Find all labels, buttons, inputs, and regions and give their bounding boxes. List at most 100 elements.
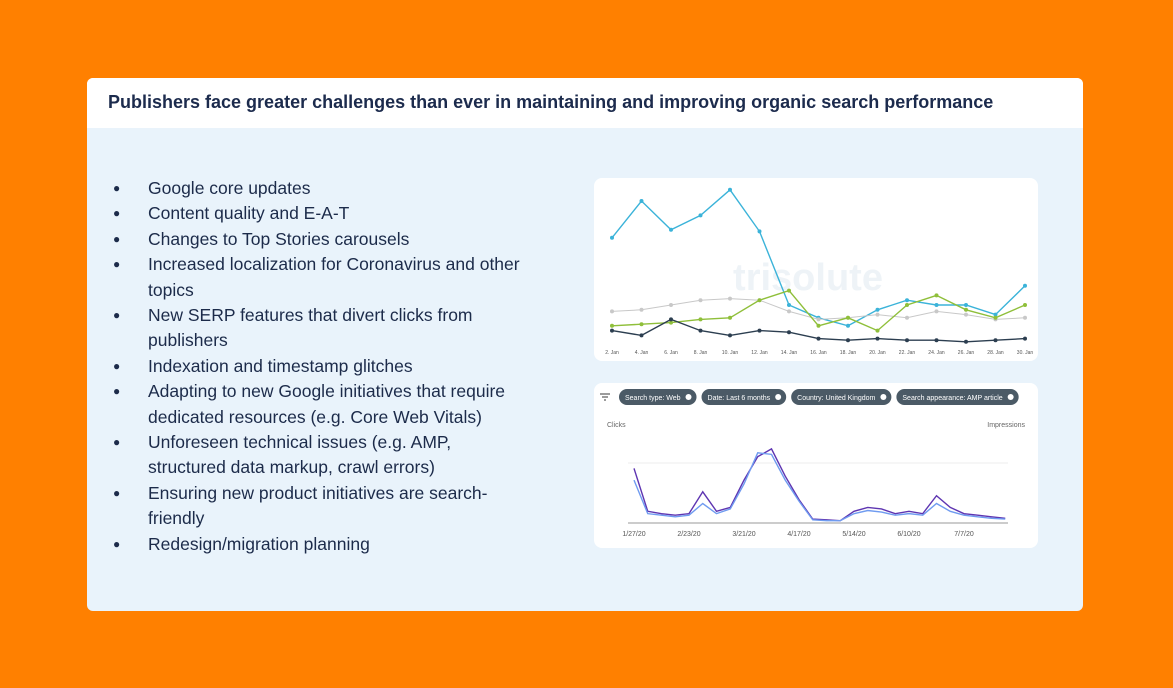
- chip-icon: [880, 394, 887, 400]
- data-point: [757, 298, 762, 303]
- data-point: [905, 303, 909, 307]
- data-point: [934, 293, 939, 298]
- data-point: [875, 312, 880, 317]
- chip-icon: [775, 394, 782, 400]
- data-point: [698, 298, 703, 303]
- data-point: [610, 328, 614, 333]
- data-point: [964, 307, 968, 312]
- x-tick-label: 2. Jan: [605, 350, 619, 356]
- bullet-item: New SERP features that divert clicks fro…: [113, 303, 533, 354]
- x-tick-label: 1/27/20: [622, 531, 645, 538]
- data-point: [669, 303, 673, 307]
- data-point: [816, 317, 821, 322]
- data-point: [669, 317, 673, 322]
- data-point: [610, 235, 614, 240]
- data-point: [669, 227, 673, 232]
- data-point: [698, 317, 703, 322]
- x-tick-label: 24. Jan: [928, 350, 945, 356]
- bullet-item: Ensuring new product initiatives are sea…: [113, 481, 533, 532]
- x-tick-label: 28. Jan: [987, 350, 1004, 356]
- data-point: [816, 336, 821, 341]
- data-point: [728, 333, 732, 338]
- series-line: [633, 452, 1006, 522]
- chip-icon: [685, 394, 692, 400]
- data-point: [934, 303, 939, 307]
- data-point: [787, 288, 791, 293]
- x-tick-label: 14. Jan: [781, 350, 798, 356]
- bullet-item: Changes to Top Stories carousels: [113, 227, 533, 253]
- data-point: [639, 333, 644, 338]
- chip-label: Country: United Kingdom: [797, 395, 875, 402]
- filter-chip[interactable]: Date: Last 6 months: [701, 389, 787, 405]
- data-point: [1023, 283, 1027, 288]
- x-tick-label: 4. Jan: [635, 350, 649, 356]
- data-point: [728, 296, 732, 301]
- data-point: [875, 328, 880, 333]
- data-point: [1023, 303, 1027, 307]
- x-tick-label: 4/17/20: [787, 531, 810, 538]
- axis-label: Impressions: [987, 422, 1025, 429]
- data-point: [639, 307, 644, 312]
- data-point: [728, 187, 732, 192]
- filter-chip[interactable]: Search appearance: AMP article: [896, 389, 1019, 405]
- data-point: [846, 338, 850, 343]
- filter-chip[interactable]: Country: United Kingdom: [791, 389, 892, 405]
- x-tick-label: 3/21/20: [732, 531, 755, 538]
- filter-chip[interactable]: Search type: Web: [619, 389, 697, 405]
- x-tick-label: 10. Jan: [722, 350, 739, 356]
- data-point: [698, 328, 703, 333]
- data-point: [639, 199, 644, 203]
- data-point: [993, 312, 998, 317]
- data-point: [787, 303, 791, 307]
- data-point: [964, 303, 968, 307]
- data-point: [698, 213, 703, 218]
- data-point: [757, 229, 762, 234]
- chip-bg: [896, 389, 1019, 405]
- data-point: [757, 328, 762, 333]
- data-point: [905, 338, 909, 343]
- chip-icon: [1007, 394, 1014, 400]
- data-point: [1023, 315, 1027, 320]
- data-point: [728, 315, 732, 320]
- x-tick-label: 22. Jan: [899, 350, 916, 356]
- chip-label: Search appearance: AMP article: [902, 395, 1002, 402]
- data-point: [816, 323, 821, 328]
- chart-panel: [594, 383, 1038, 548]
- data-point: [875, 336, 880, 341]
- axis-label: Clicks: [607, 422, 626, 429]
- x-tick-label: 6/10/20: [897, 531, 920, 538]
- x-tick-label: 20. Jan: [869, 350, 886, 356]
- slide-title: Publishers face greater challenges than …: [108, 92, 994, 112]
- data-point: [610, 309, 614, 314]
- filter-icon: [600, 393, 610, 401]
- data-point: [905, 298, 909, 303]
- data-point: [669, 320, 673, 325]
- data-point: [934, 338, 939, 343]
- data-point: [787, 309, 791, 314]
- chip-bg: [701, 389, 787, 405]
- data-point: [610, 323, 614, 328]
- data-point: [875, 307, 880, 312]
- chip-label: Search type: Web: [625, 395, 681, 402]
- x-tick-label: 6. Jan: [664, 350, 678, 356]
- x-tick-label: 16. Jan: [810, 350, 827, 356]
- data-point: [846, 323, 850, 328]
- data-point: [787, 330, 791, 335]
- x-tick-label: 7/7/20: [954, 531, 974, 538]
- data-point: [964, 339, 968, 344]
- watermark: trisolute: [733, 257, 883, 299]
- bullet-list: Google core updatesContent quality and E…: [113, 176, 533, 558]
- bullet-item: Indexation and timestamp glitches: [113, 354, 533, 380]
- data-point: [934, 309, 939, 314]
- chip-bg: [619, 389, 697, 405]
- bullet-item: Adapting to new Google initiatives that …: [113, 379, 533, 430]
- x-tick-label: 12. Jan: [751, 350, 768, 356]
- x-tick-label: 5/14/20: [842, 531, 865, 538]
- x-tick-label: 8. Jan: [694, 350, 708, 356]
- bullet-item: Content quality and E-A-T: [113, 201, 533, 227]
- chip-label: Date: Last 6 months: [708, 395, 771, 402]
- data-point: [1023, 336, 1027, 341]
- data-point: [905, 315, 909, 320]
- chart-panel: [594, 178, 1038, 361]
